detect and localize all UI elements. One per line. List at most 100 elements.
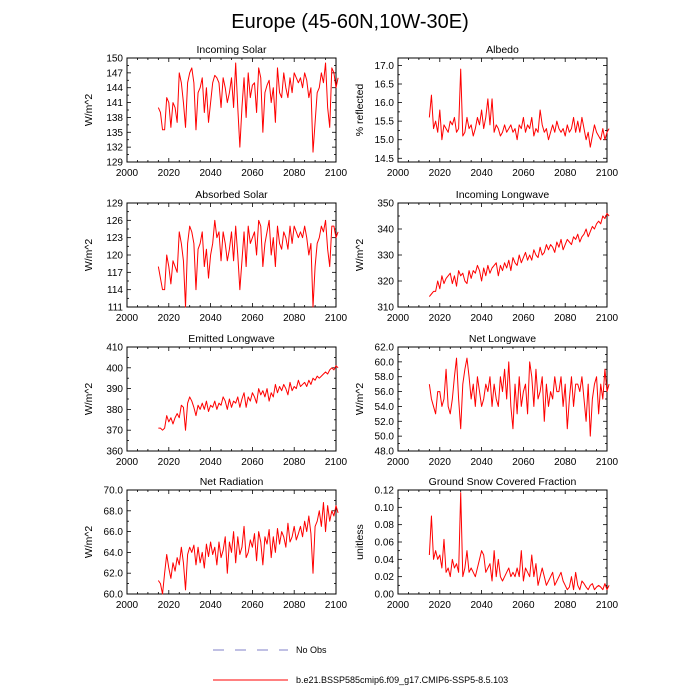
x-tick-label: 2080 [554,457,577,468]
x-tick-label: 2100 [596,168,619,179]
x-tick-label: 2000 [387,168,410,179]
y-tick-label: 144 [106,83,123,94]
x-tick-label: 2060 [241,168,264,179]
y-tick-label: 340 [377,225,394,236]
x-tick-label: 2000 [116,313,139,324]
panel-title: Ground Snow Covered Fraction [429,476,577,488]
y-tick-label: 410 [106,343,123,354]
x-tick-label: 2060 [241,313,264,324]
y-axis-label: W/m^2 [83,526,95,559]
x-tick-label: 2040 [199,600,222,611]
x-tick-label: 2000 [116,600,139,611]
x-tick-label: 2060 [512,457,535,468]
x-tick-label: 2040 [470,313,493,324]
y-axis-label: W/m^2 [354,383,366,416]
x-tick-label: 2020 [158,600,181,611]
y-tick-label: 320 [377,277,394,288]
x-tick-label: 2020 [429,313,452,324]
x-tick-label: 2040 [199,457,222,468]
x-tick-label: 2020 [429,168,452,179]
series-line [157,501,339,595]
x-tick-label: 2020 [158,168,181,179]
y-tick-label: 52.0 [375,417,395,428]
x-tick-label: 2060 [512,168,535,179]
y-tick-label: 114 [107,285,123,296]
y-axis-label: unitless [354,524,366,560]
y-tick-label: 138 [106,113,123,124]
x-tick-label: 2080 [283,600,306,611]
panel-title: Net Radiation [200,476,264,488]
chart-panel-8: 2000 2020 2040 2060 2080 2100 0.00 0.02 0.04 0.06… [354,476,619,611]
x-tick-label: 2040 [470,600,493,611]
legend-obs-label: No Obs [296,645,327,655]
y-tick-label: 48.0 [375,447,395,458]
y-tick-label: 15.5 [375,117,395,128]
panel-title: Incoming Longwave [456,189,550,201]
chart-panel-6: 2000 2020 2040 2060 2080 2100 48.0 50.0 52.0 54.0… [354,333,619,468]
x-tick-label: 2100 [596,313,619,324]
y-tick-label: 370 [106,426,123,437]
series-line [428,492,610,591]
y-tick-label: 132 [106,143,123,154]
chart-panel-4: 2000 2020 2040 2060 2080 2100 310 320 330 340 350 I… [354,189,619,324]
x-tick-label: 2020 [158,457,181,468]
plot-frame [126,202,337,308]
y-tick-label: 60.0 [375,357,395,368]
x-tick-label: 2040 [470,168,493,179]
y-tick-label: 0.10 [375,503,395,514]
plot-frame [126,489,337,595]
plot-frame [126,346,337,452]
y-tick-label: 16.0 [375,98,395,109]
series-line [428,357,610,437]
x-tick-label: 2100 [596,457,619,468]
y-axis-label: W/m^2 [83,239,95,272]
y-axis-label: W/m^2 [354,239,366,272]
x-tick-label: 2100 [325,168,348,179]
panel-title: Incoming Solar [196,44,267,56]
y-tick-label: 15.0 [375,135,395,146]
y-tick-label: 62.0 [104,569,124,580]
x-tick-label: 2060 [512,600,535,611]
y-tick-label: 0.00 [375,590,395,601]
series-line [157,219,339,308]
x-tick-label: 2100 [325,600,348,611]
y-tick-label: 330 [377,251,394,262]
y-tick-label: 0.04 [375,555,395,566]
x-tick-label: 2040 [470,457,493,468]
y-tick-label: 310 [377,303,394,314]
y-tick-label: 147 [106,68,123,79]
y-tick-label: 126 [106,216,123,227]
y-tick-label: 350 [377,199,394,210]
x-tick-label: 2080 [554,168,577,179]
y-tick-label: 117 [107,268,123,279]
y-tick-label: 66.0 [104,527,124,538]
y-tick-label: 129 [106,158,123,169]
x-tick-label: 2000 [387,600,410,611]
x-tick-label: 2080 [283,457,306,468]
chart-panel-1: 2000 2020 2040 2060 2080 2100 129 132 135 138 141 1… [83,44,348,179]
y-tick-label: 0.06 [375,538,395,549]
series-line [428,68,610,148]
x-tick-label: 2040 [199,168,222,179]
y-tick-label: 0.02 [375,572,395,583]
x-tick-label: 2080 [283,313,306,324]
y-tick-label: 0.12 [375,486,395,497]
plot-frame [397,202,608,308]
figure-title: Europe (45-60N,10W-30E) [231,11,469,33]
y-tick-label: 120 [106,251,123,262]
y-tick-label: 390 [106,384,123,395]
x-tick-label: 2000 [387,313,410,324]
x-tick-label: 2000 [116,457,139,468]
y-tick-label: 123 [106,233,123,244]
x-tick-label: 2020 [158,313,181,324]
x-tick-label: 2000 [387,457,410,468]
x-tick-label: 2100 [596,600,619,611]
y-tick-label: 16.5 [375,80,395,91]
plot-frame [397,57,608,163]
chart-panel-7: 2000 2020 2040 2060 2080 2100 60.0 62.0 64.0 66.0… [83,476,348,611]
y-tick-label: 111 [108,303,124,314]
legend-model-label: b.e21.BSSP585cmip6.f09_g17.CMIP6-SSP5-8.… [296,675,508,685]
y-tick-label: 56.0 [375,387,395,398]
x-tick-label: 2080 [554,600,577,611]
